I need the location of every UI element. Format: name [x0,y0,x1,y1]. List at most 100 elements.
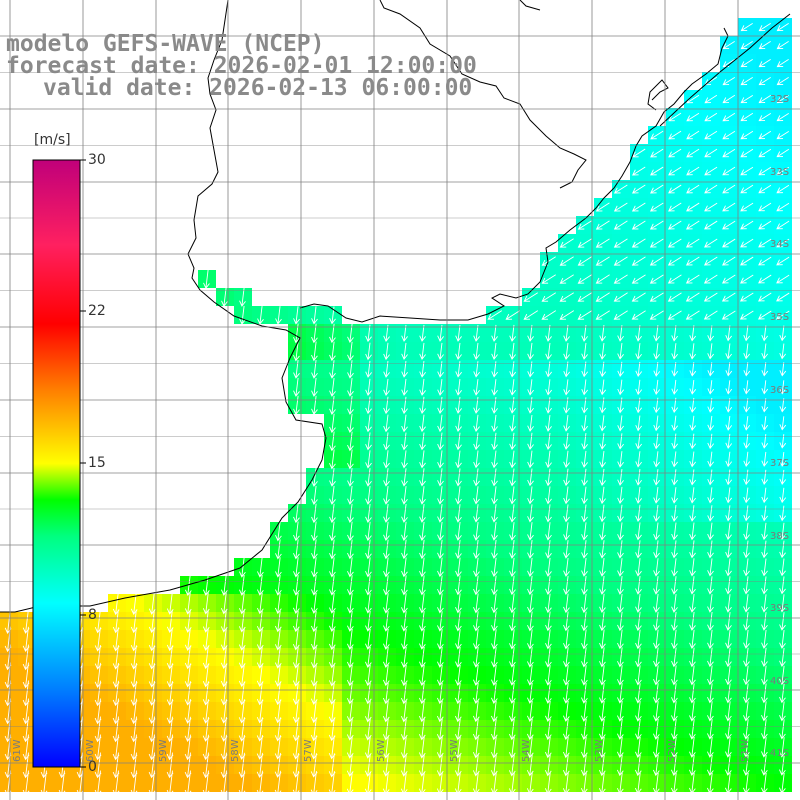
wind-arrow [581,450,588,468]
wind-arrow [722,94,736,104]
wind-arrow [707,380,715,395]
wind-arrow [293,521,300,542]
wind-arrow [707,629,714,650]
wind-arrow [616,754,624,777]
wind-arrow [437,629,444,650]
wind-arrow [758,59,771,68]
wind-arrow [706,772,714,795]
wind-arrow [758,238,772,248]
lon-label: 56W [376,739,387,762]
wind-arrow [203,269,210,290]
wind-arrow [329,360,336,379]
wind-arrow [419,521,426,541]
wind-arrow [509,361,517,378]
wind-arrow [527,629,534,650]
wind-arrow [761,522,768,541]
wind-arrow [725,737,732,758]
wind-arrow [671,683,678,704]
wind-arrow [490,718,498,741]
wind-arrow [455,611,462,632]
coastline-path [659,13,791,127]
wind-arrow [328,610,336,632]
wind-arrow [562,718,570,741]
wind-arrow [776,112,789,122]
wind-arrow [545,379,553,396]
wind-arrow [671,469,679,486]
wind-arrow [761,416,769,431]
wind-arrow [347,575,354,596]
wind-arrow [541,274,556,284]
wind-arrow [527,324,534,342]
wind-arrow [722,40,735,50]
wind-arrow [437,539,444,560]
wind-arrow [740,23,753,32]
wind-arrow [743,701,750,722]
wind-arrow [707,540,714,559]
wind-arrow [364,646,372,669]
wind-arrow [473,468,480,487]
wind-arrow [595,292,610,302]
wind-arrow [455,342,462,360]
wind-arrow [455,539,462,560]
wind-arrow [347,360,354,379]
lon-label: 57W [303,739,314,762]
wind-arrow [58,770,66,797]
wind-arrow [527,450,534,469]
lon-label: 55W [449,739,460,762]
wind-arrow [725,540,732,559]
wind-arrow [472,718,480,741]
wind-arrow [707,451,715,468]
wind-arrow [383,521,390,542]
wind-arrow [613,220,628,230]
wind-arrow [595,238,610,248]
lat-label: 35S [770,312,790,323]
wind-arrow [617,665,624,686]
wind-arrow [739,310,754,320]
wind-arrow [761,647,768,668]
wind-arrow [599,342,606,360]
wind-arrow [275,557,282,578]
wind-arrow [725,415,733,431]
wind-arrow [419,575,426,596]
wind-arrow [740,256,754,266]
wind-arrow [653,701,660,722]
wind-arrow [473,450,480,469]
wind-arrow [401,629,408,650]
wind-arrow [221,574,228,596]
wind-arrow [400,771,408,795]
lat-label: 32S [770,94,790,105]
wind-arrow [776,148,790,158]
wind-arrow [689,380,697,395]
wind-arrow [383,324,390,343]
wind-arrow [527,593,534,614]
wind-arrow [758,220,772,230]
wind-arrow [779,522,786,541]
wind-arrow [437,414,444,433]
wind-arrow [776,220,790,230]
wind-arrow [689,362,697,377]
wind-arrow [617,504,624,523]
wind-arrow [437,486,444,505]
wind-arrow [703,310,718,320]
wind-arrow [668,184,682,194]
wind-arrow [653,361,661,377]
wind-arrow [419,361,426,378]
wind-arrow [419,503,426,523]
wind-arrow [761,343,769,360]
wind-arrow [617,486,624,504]
wind-arrow [473,539,480,559]
wind-arrow [635,361,643,377]
wind-arrow [365,557,372,578]
wind-arrow [707,433,715,450]
wind-arrow [617,558,624,577]
wind-arrow [544,700,552,722]
wind-arrow [635,665,642,686]
wind-arrow [364,682,372,705]
wind-arrow [581,593,588,614]
wind-arrow [347,539,354,560]
wind-arrow [703,256,718,266]
wind-arrow [545,432,552,450]
wind-arrow [541,310,557,320]
wind-arrow [310,770,318,796]
